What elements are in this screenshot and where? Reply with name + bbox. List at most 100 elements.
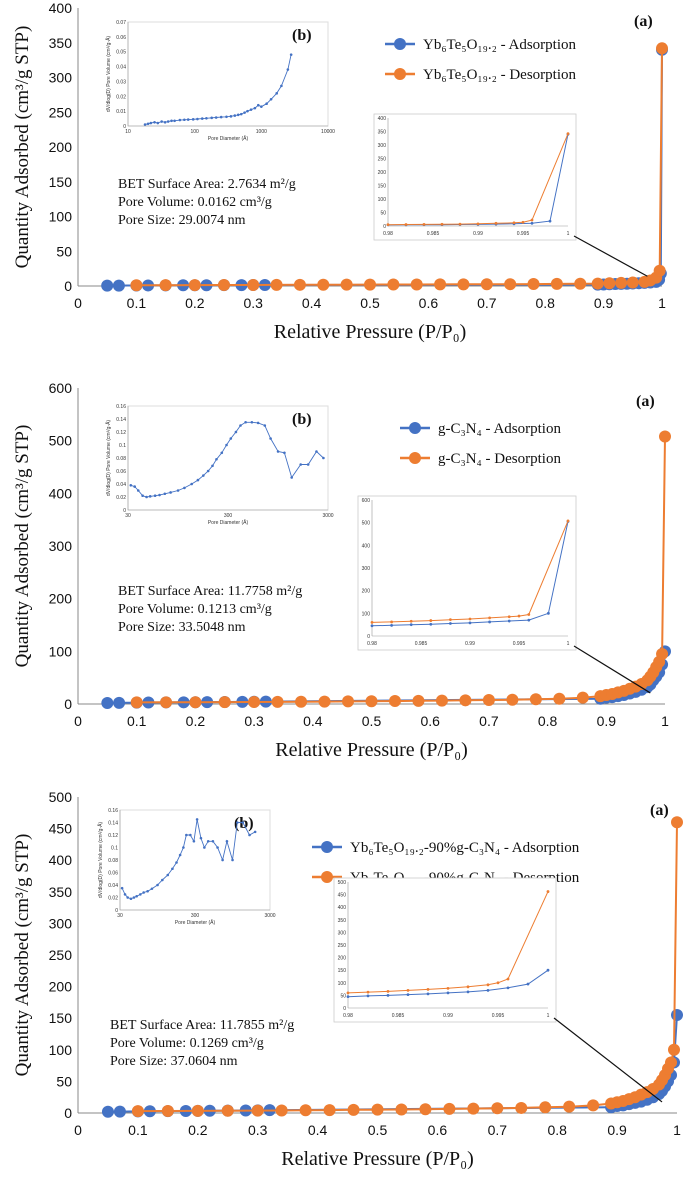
zoom-y-tick: 400 xyxy=(362,543,371,549)
inset-x-tick: 100 xyxy=(190,129,199,135)
y-tick-label: 300 xyxy=(49,538,73,554)
zoom-y-tick: 0 xyxy=(367,634,370,640)
zoom-x-tick: 1 xyxy=(547,1013,550,1019)
inset-point xyxy=(142,891,145,894)
inset-point xyxy=(141,494,144,498)
inset-point xyxy=(322,456,325,460)
inset-point xyxy=(171,867,174,871)
inset-frame xyxy=(127,405,329,511)
zoom-y-tick: 150 xyxy=(338,968,347,974)
inset-point xyxy=(206,469,210,473)
x-tick-label: 0.3 xyxy=(243,295,263,311)
zoom-desorption-point xyxy=(546,890,550,893)
inset-point xyxy=(239,424,242,427)
desorption-point xyxy=(656,647,669,660)
inset-y-tick: 0 xyxy=(123,508,126,514)
zoom-x-tick: 0.995 xyxy=(492,1013,505,1019)
desorption-point xyxy=(317,278,330,291)
inset-point xyxy=(143,123,147,126)
zoom-desorption-point xyxy=(446,986,450,990)
inset-point xyxy=(249,108,253,111)
bet-annotation: Pore Volume: 0.0162 cm³/g xyxy=(118,195,272,210)
x-axis-title: Relative Pressure (P/P₀) xyxy=(281,1148,474,1170)
inset-point xyxy=(161,878,164,882)
zoom-desorption-point xyxy=(449,618,452,622)
inset-point xyxy=(169,491,172,494)
x-tick-label: 0.8 xyxy=(535,295,555,311)
zoom-adsorption-point xyxy=(488,620,491,624)
desorption-point xyxy=(671,816,683,829)
inset-point xyxy=(146,889,149,893)
inset-point xyxy=(225,115,228,119)
inset-point xyxy=(178,118,182,122)
inset-point xyxy=(132,896,136,899)
inset-point xyxy=(150,887,154,891)
desorption-point xyxy=(587,1099,600,1112)
desorption-point xyxy=(161,1104,174,1117)
y-tick-label: 350 xyxy=(49,35,73,51)
desorption-point xyxy=(626,276,639,289)
zoom-adsorption-point xyxy=(429,622,433,626)
inset-point xyxy=(200,117,204,120)
inset-point xyxy=(306,463,310,466)
zoom-desorption-point xyxy=(386,989,390,993)
inset-y-tick: 0.04 xyxy=(116,65,126,71)
panel-label: (a) xyxy=(634,13,653,30)
desorption-point xyxy=(668,1043,681,1056)
inset-point xyxy=(195,818,199,821)
inset-pore-distribution: 0 0.02 0.04 0.06 0.08 0.1 0.12 0.14 0.16 30 300 300… xyxy=(105,404,334,526)
desorption-point xyxy=(248,695,261,708)
inset-y-tick: 0 xyxy=(115,908,118,914)
inset-y-tick: 0.1 xyxy=(119,443,126,449)
inset-pore-distribution: 0 0.01 0.02 0.03 0.04 0.05 0.06 0.07 10 100 1000 10… xyxy=(105,20,335,142)
inset-point xyxy=(202,474,205,477)
desorption-point xyxy=(576,691,589,704)
inset-pore-distribution: 0 0.02 0.04 0.06 0.08 0.1 0.12 0.14 0.16 30 300 300… xyxy=(97,808,276,926)
zoom-y-tick: 50 xyxy=(380,211,386,217)
inset-point xyxy=(196,117,199,121)
inset-y-tick: 0.06 xyxy=(116,469,126,475)
zoom-adsorption-point xyxy=(370,624,374,628)
inset-point xyxy=(129,897,133,901)
zoom-x-tick: 1 xyxy=(567,641,570,647)
zoom-desorption-point xyxy=(512,221,516,225)
inset-point xyxy=(253,106,257,110)
inset-point xyxy=(229,115,233,118)
inset-point xyxy=(211,464,214,468)
inset-point xyxy=(203,846,206,849)
inset-y-tick: 0.16 xyxy=(116,404,126,410)
inset-point xyxy=(153,120,156,124)
x-tick-label: 0.5 xyxy=(362,713,382,729)
inset-point xyxy=(183,118,186,122)
x-tick-label: 0.7 xyxy=(477,295,497,311)
bet-annotation: Pore Size: 33.5048 nm xyxy=(118,620,246,635)
inset-point xyxy=(219,115,223,119)
y-tick-label: 400 xyxy=(49,0,73,16)
zoom-x-tick: 1 xyxy=(567,231,570,237)
zoom-pointer-line xyxy=(573,645,651,694)
desorption-point xyxy=(364,278,376,291)
inset-point xyxy=(139,893,142,896)
adsorption-point xyxy=(671,1009,683,1022)
zoom-pointer-line xyxy=(573,235,648,277)
zoom-pointer-line xyxy=(553,1017,663,1103)
zoom-y-tick: 100 xyxy=(378,197,387,203)
inset-point xyxy=(221,858,224,862)
zoom-y-tick: 250 xyxy=(378,157,387,163)
zoom-y-tick: 350 xyxy=(338,918,347,924)
x-tick-label: 0.3 xyxy=(244,713,264,729)
y-tick-label: 250 xyxy=(49,947,73,963)
zoom-adsorption-point xyxy=(506,986,510,990)
y-tick-label: 600 xyxy=(49,380,73,396)
inset-point xyxy=(123,893,127,896)
y-tick-label: 200 xyxy=(49,979,73,995)
desorption-point xyxy=(271,695,284,708)
y-axis-title: Quantity Adsorbed (cm³/g STP) xyxy=(12,425,33,668)
inset-point xyxy=(231,858,234,862)
inset-point xyxy=(276,450,280,453)
zoom-y-tick: 400 xyxy=(338,905,347,911)
y-axis-title: Quantity Adsorbed (cm³/g STP) xyxy=(12,834,33,1077)
x-tick-label: 0.7 xyxy=(488,1122,508,1138)
x-tick-label: 0 xyxy=(74,1122,82,1138)
y-tick-label: 200 xyxy=(49,591,73,607)
